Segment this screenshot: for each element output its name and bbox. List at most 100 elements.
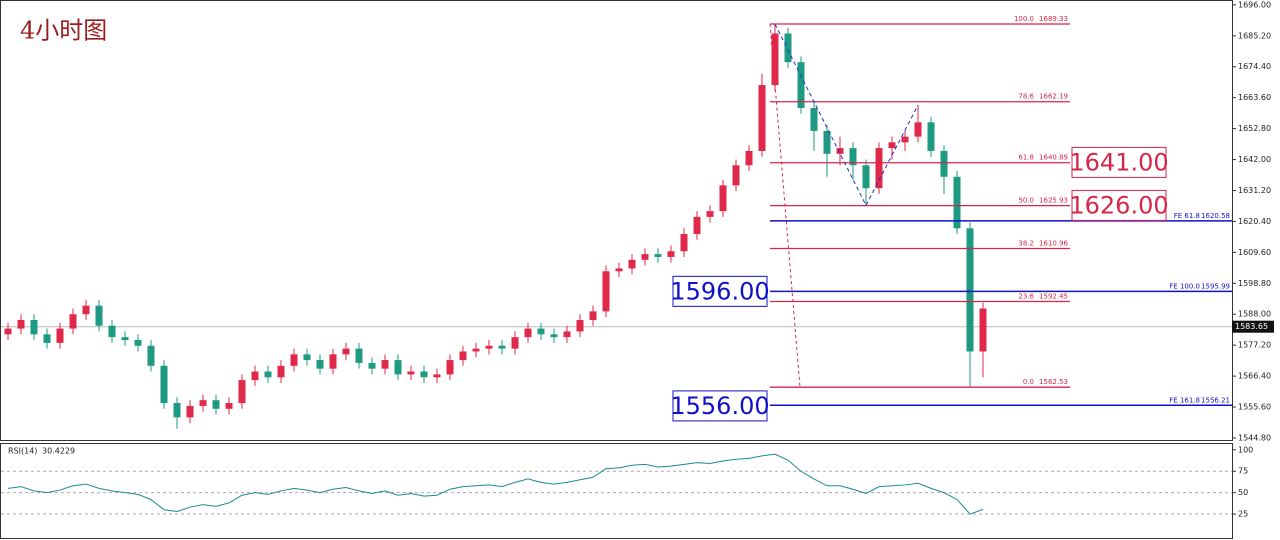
candle-body	[329, 354, 337, 369]
candle-body	[693, 216, 701, 235]
candle-body	[589, 311, 597, 320]
candle-body	[472, 348, 480, 352]
candle-body	[108, 325, 116, 338]
candle-body	[277, 365, 285, 378]
candle-body	[615, 268, 623, 272]
fib-trend	[769, 23, 801, 388]
candle-body	[381, 360, 389, 369]
candle-body	[238, 380, 246, 404]
fib-level: 61.8	[1018, 154, 1034, 162]
candle-body	[862, 165, 870, 189]
candle-body	[849, 148, 857, 166]
candle-body	[355, 348, 363, 363]
y-tick-label: 1598.80	[1238, 279, 1271, 288]
price-box-label: 1596.00	[670, 277, 769, 305]
price-box	[1071, 146, 1167, 178]
fib-level: 0.0	[1023, 378, 1034, 386]
fib-level: 23.6	[1018, 292, 1034, 300]
candle-body	[771, 33, 779, 86]
y-tick-label: 1642.00	[1238, 155, 1271, 164]
candle-body	[914, 122, 922, 137]
candle-body	[823, 130, 831, 154]
candle-body	[43, 334, 51, 343]
price-box-label: 1641.00	[1069, 148, 1168, 176]
fib-value: 1689.33	[1039, 15, 1068, 23]
y-tick-label: 1588.00	[1238, 310, 1271, 319]
candle-body	[56, 328, 64, 343]
candle-body	[680, 234, 688, 252]
candle-body	[563, 331, 571, 338]
last-price-box	[1232, 320, 1274, 333]
candle-body	[732, 165, 740, 186]
candle-body	[160, 365, 168, 404]
fib-level: 50.0	[1018, 197, 1034, 205]
candle-body	[290, 354, 298, 366]
candle-body	[836, 148, 844, 154]
price-box-label: 1626.00	[1069, 191, 1168, 219]
candle-body	[940, 150, 948, 177]
fib-level: 78.6	[1018, 93, 1034, 101]
candle-body	[17, 319, 25, 329]
candle-body	[173, 403, 181, 418]
candle-body	[628, 259, 636, 269]
fib-value: 1562.53	[1039, 378, 1068, 386]
fib-value: 1625.93	[1039, 197, 1068, 205]
y-tick-label: 1566.40	[1238, 372, 1271, 381]
candle-body	[888, 142, 896, 149]
y-tick-label: 1577.20	[1238, 341, 1271, 350]
y-tick-label: 1696.00	[1238, 0, 1271, 9]
candle-body	[212, 400, 220, 409]
rsi-name: RSI(14)	[8, 447, 37, 456]
candle-body	[368, 362, 376, 369]
rsi-tick-label: 100	[1238, 445, 1253, 454]
candle-body	[433, 374, 441, 378]
candle-body	[524, 328, 532, 338]
y-tick-label: 1631.20	[1238, 186, 1271, 195]
fe-value: 1595.99	[1201, 282, 1230, 290]
rsi-tick-label: 25	[1238, 510, 1248, 519]
fe-value: 1620.58	[1201, 212, 1230, 220]
candle-body	[446, 360, 454, 375]
candle-body	[225, 403, 233, 409]
y-tick-label: 1609.60	[1238, 248, 1271, 257]
candle-body	[251, 371, 259, 381]
fe-value: 1556.21	[1201, 396, 1230, 404]
candle-body	[784, 33, 792, 63]
candle-body	[537, 328, 545, 335]
candle-body	[407, 371, 415, 375]
candle-body	[927, 122, 935, 151]
candle-body	[511, 337, 519, 349]
candle-body	[498, 345, 506, 349]
candle-body	[316, 360, 324, 369]
candle-body	[134, 340, 142, 346]
fib-level: 38.2	[1018, 239, 1034, 247]
price-box	[1071, 189, 1167, 221]
candle-body	[745, 150, 753, 166]
candle-body	[394, 360, 402, 375]
fe-level: FE 161.8	[1169, 396, 1200, 404]
rsi-tick-label: 50	[1238, 488, 1248, 497]
last-price-label: 1583.65	[1235, 322, 1268, 331]
candle-body	[342, 348, 350, 355]
candle-body	[69, 314, 77, 329]
rsi-panel	[0, 443, 1233, 539]
y-tick-label: 1620.40	[1238, 217, 1271, 226]
y-tick-label: 1544.80	[1238, 433, 1271, 442]
candle-body	[4, 328, 12, 335]
fib-level: 100.0	[1014, 15, 1034, 23]
candle-body	[95, 305, 103, 326]
candle-body	[147, 345, 155, 366]
candle-body	[719, 185, 727, 212]
candle-body	[459, 351, 467, 361]
candle-body	[199, 400, 207, 406]
candle-body	[641, 254, 649, 260]
candle-body	[420, 371, 428, 378]
candle-body	[602, 271, 610, 312]
candle-body	[654, 254, 662, 257]
candle-body	[953, 176, 961, 229]
fib-value: 1640.89	[1039, 154, 1068, 162]
candle-body	[758, 85, 766, 151]
candle-body	[82, 305, 90, 315]
candle-body	[966, 228, 974, 352]
